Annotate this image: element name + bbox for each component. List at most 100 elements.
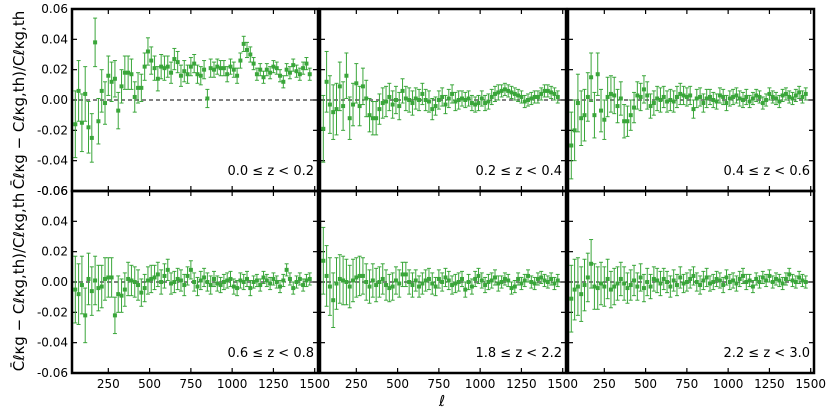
- data-point: [459, 270, 464, 288]
- marker: [783, 276, 788, 281]
- marker: [714, 99, 719, 104]
- data-point: [426, 267, 431, 291]
- marker: [281, 278, 286, 283]
- marker: [149, 58, 154, 63]
- data-point: [205, 88, 210, 109]
- data-point: [707, 88, 712, 106]
- marker: [103, 101, 108, 106]
- chart-panel-6: 250 500 750 1000 1250 1500 2.2 ≤ z < 3.0: [566, 189, 826, 391]
- data-point: [215, 58, 220, 75]
- data-point: [251, 275, 256, 289]
- marker: [797, 90, 802, 95]
- marker: [602, 284, 607, 289]
- marker: [119, 84, 124, 89]
- marker: [172, 57, 177, 62]
- marker: [717, 93, 722, 98]
- data-point: [731, 272, 736, 289]
- data-point: [129, 264, 134, 297]
- data-point: [261, 70, 266, 84]
- marker: [635, 284, 640, 289]
- data-point: [797, 270, 802, 285]
- marker: [205, 96, 210, 101]
- panel-label: 0.6 ≤ z < 0.8: [228, 346, 315, 361]
- data-point: [327, 257, 332, 316]
- marker: [506, 88, 511, 93]
- data-point: [139, 73, 144, 103]
- marker: [304, 61, 309, 66]
- marker: [552, 281, 557, 286]
- marker: [721, 94, 726, 99]
- marker: [473, 276, 478, 281]
- data-point: [245, 41, 250, 59]
- panel-frame: [566, 189, 816, 375]
- data-point: [162, 263, 167, 289]
- data-point: [750, 91, 755, 106]
- data-point: [479, 272, 484, 289]
- marker: [185, 72, 190, 77]
- data-point: [701, 270, 706, 291]
- marker: [76, 88, 81, 93]
- data-point: [192, 54, 197, 74]
- marker: [83, 313, 88, 318]
- data-point: [443, 94, 448, 115]
- data-point: [473, 96, 478, 113]
- marker: [307, 72, 312, 77]
- marker: [142, 64, 147, 69]
- marker: [714, 276, 719, 281]
- marker: [678, 275, 683, 280]
- marker: [645, 93, 650, 98]
- marker: [731, 278, 736, 283]
- marker: [261, 275, 266, 280]
- data-point: [354, 63, 359, 104]
- marker: [410, 283, 415, 288]
- data-point: [724, 94, 729, 112]
- y-tick-label: 0.02: [41, 245, 68, 259]
- marker: [334, 281, 339, 286]
- marker: [367, 113, 372, 118]
- data-point: [651, 90, 656, 116]
- marker: [483, 283, 488, 288]
- marker: [486, 99, 491, 104]
- data-point: [264, 63, 269, 77]
- data-point: [307, 272, 312, 286]
- data-point: [489, 88, 494, 106]
- data-point: [149, 46, 154, 75]
- data-point: [655, 267, 660, 294]
- data-point: [73, 90, 78, 159]
- marker: [691, 273, 696, 278]
- marker: [711, 98, 716, 102]
- y-tick-label: -0.04: [37, 336, 68, 350]
- marker: [129, 278, 134, 283]
- marker: [655, 278, 660, 283]
- data-point: [585, 252, 590, 303]
- marker: [459, 276, 464, 281]
- data-point: [198, 270, 203, 291]
- marker: [764, 98, 769, 102]
- data-point: [688, 85, 693, 106]
- data-point: [112, 60, 117, 98]
- marker: [612, 284, 617, 289]
- marker: [254, 72, 259, 77]
- data-point: [549, 85, 554, 99]
- data-point: [79, 93, 84, 153]
- data-point: [211, 61, 216, 78]
- data-point: [691, 266, 696, 286]
- marker: [731, 94, 736, 99]
- marker: [605, 276, 610, 281]
- marker: [628, 283, 633, 288]
- data-point: [202, 267, 207, 288]
- x-tick-label: 750: [675, 377, 698, 391]
- data-point: [787, 90, 792, 104]
- data-point: [632, 91, 637, 124]
- data-point: [347, 264, 352, 309]
- data-point: [754, 272, 759, 286]
- marker: [393, 98, 398, 102]
- marker: [238, 58, 243, 63]
- marker: [760, 101, 765, 106]
- data-point: [271, 272, 276, 286]
- data-point: [337, 61, 342, 112]
- marker: [307, 276, 312, 281]
- marker: [407, 280, 412, 284]
- y-tick-label: -0.02: [37, 123, 68, 137]
- marker: [777, 99, 782, 104]
